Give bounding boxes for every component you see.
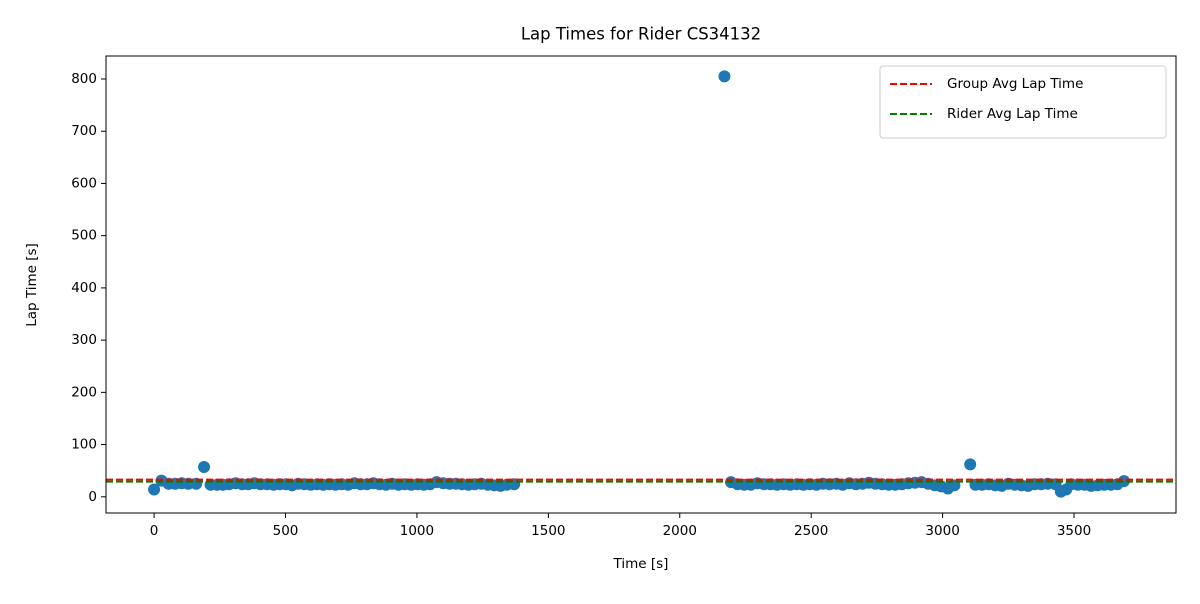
x-tick-label: 3500 — [1057, 523, 1091, 539]
point — [964, 458, 977, 471]
y-tick-label: 800 — [71, 71, 97, 87]
point — [148, 483, 161, 496]
legend-label: Group Avg Lap Time — [947, 76, 1083, 92]
point — [1117, 475, 1130, 488]
plot-frame — [105, 55, 1177, 514]
chart-title: Lap Times for Rider CS34132 — [521, 25, 761, 44]
x-tick-label: 500 — [273, 523, 299, 539]
x-tick-label: 3000 — [925, 523, 959, 539]
legend-box — [879, 65, 1167, 139]
y-tick-label: 500 — [71, 228, 97, 244]
y-tick-label: 0 — [88, 489, 97, 505]
y-tick-label: 400 — [71, 280, 97, 296]
x-tick-label: 1000 — [400, 523, 434, 539]
x-tick-label: 2500 — [794, 523, 828, 539]
y-tick-label: 700 — [71, 123, 97, 139]
y-tick-label: 600 — [71, 175, 97, 191]
y-axis-label: Lap Time [s] — [24, 243, 40, 327]
point — [198, 461, 211, 474]
point — [718, 70, 731, 83]
x-tick-label: 2000 — [663, 523, 697, 539]
y-tick-label: 300 — [71, 332, 97, 348]
x-tick-label: 0 — [150, 523, 159, 539]
legend-label: Rider Avg Lap Time — [947, 106, 1078, 122]
x-axis-label: Time [s] — [613, 556, 669, 572]
y-tick-label: 100 — [71, 437, 97, 453]
x-tick-label: 1500 — [531, 523, 565, 539]
y-tick-label: 200 — [71, 384, 97, 400]
